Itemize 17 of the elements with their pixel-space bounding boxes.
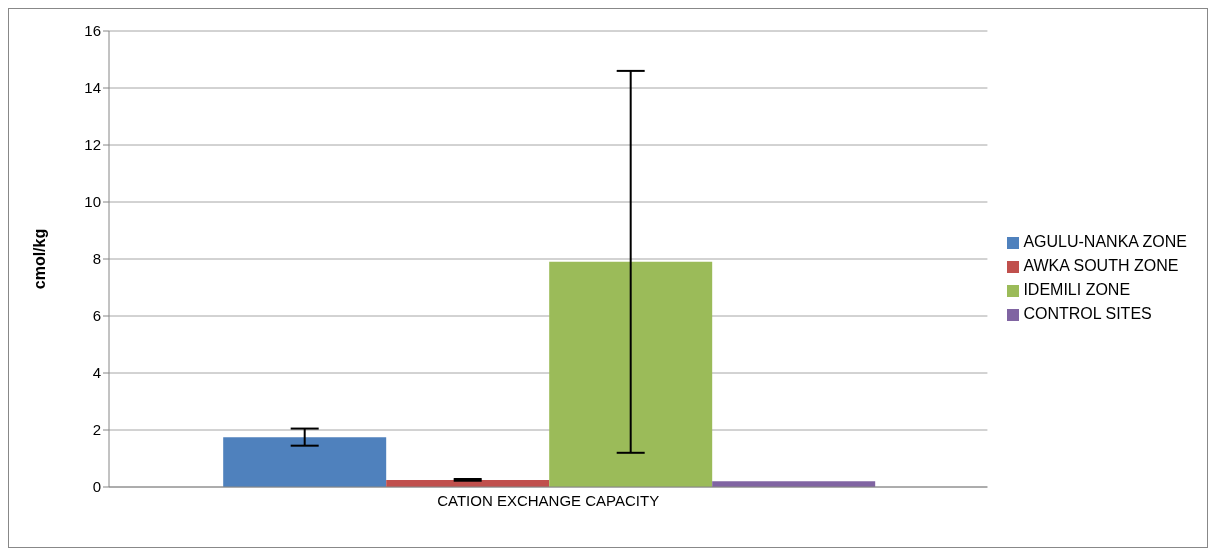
legend-label: AGULU-NANKA ZONE [1023, 233, 1187, 250]
legend-label: IDEMILI ZONE [1023, 281, 1131, 298]
y-tick-label: 10 [84, 193, 101, 211]
bar [549, 261, 713, 487]
legend-label: AWKA SOUTH ZONE [1023, 257, 1179, 274]
y-tick-label: 12 [84, 136, 101, 154]
y-tick-label: 8 [92, 250, 101, 268]
y-tick-label: 14 [84, 79, 101, 97]
x-tick-label: CATION EXCHANGE CAPACITY [437, 491, 660, 509]
y-tick-label: 2 [92, 421, 101, 439]
legend-label: CONTROL SITES [1023, 305, 1152, 322]
y-tick-label: 16 [84, 22, 101, 40]
y-tick-label: 6 [92, 307, 101, 325]
y-tick-label: 0 [92, 478, 101, 496]
bar [223, 437, 387, 487]
y-axis-title: cmol/kg [30, 228, 48, 290]
y-tick-label: 4 [92, 364, 101, 382]
